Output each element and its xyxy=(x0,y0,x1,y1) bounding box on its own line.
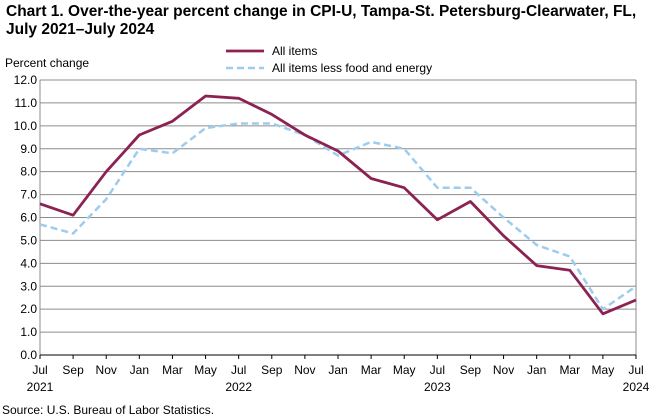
y-tick-label: 5.0 xyxy=(20,233,37,247)
y-tick-label: 11.0 xyxy=(15,96,38,110)
x-tick-label: Jul xyxy=(32,363,47,377)
x-tick-labels: Jul Sep Nov Jan Mar May Jul Sep Nov Jan Mar May Jul S… xyxy=(27,363,650,394)
x-year-label: 2022 xyxy=(225,380,252,394)
y-tick-label: 7.0 xyxy=(20,188,37,202)
y-tick-label: 4.0 xyxy=(20,256,37,270)
x-tick-label: May xyxy=(194,363,217,377)
y-tick-label: 9.0 xyxy=(20,142,37,156)
x-year-label: 2024 xyxy=(623,380,650,394)
x-tick-label: May xyxy=(393,363,416,377)
x-tick-label: Jul xyxy=(430,363,445,377)
y-tick-label: 2.0 xyxy=(20,302,37,316)
x-year-label: 2023 xyxy=(424,380,451,394)
x-tick-label: Jan xyxy=(527,363,546,377)
x-tick-label: Jul xyxy=(628,363,643,377)
y-tick-label: 12.0 xyxy=(14,73,38,87)
y-tick-label: 8.0 xyxy=(20,165,37,179)
x-tick-label: May xyxy=(592,363,615,377)
gridlines xyxy=(40,79,636,333)
x-tick-label: Sep xyxy=(460,363,482,377)
x-tick-label: Mar xyxy=(559,363,580,377)
x-tick-label: Jan xyxy=(328,363,347,377)
x-tick-label: Mar xyxy=(162,363,183,377)
legend-label: All items xyxy=(272,44,317,58)
x-tick-label: Nov xyxy=(96,363,117,377)
series-lines xyxy=(39,94,637,316)
y-tick-label: 3.0 xyxy=(20,279,37,293)
y-tick-label: 0.0 xyxy=(20,348,37,362)
x-tick-label: Jan xyxy=(130,363,149,377)
y-tick-labels: 0.0 1.0 2.0 3.0 4.0 5.0 6.0 7.0 8.0 9.0 10.0 11.0 12… xyxy=(14,73,38,362)
source-note: Source: U.S. Bureau of Labor Statistics. xyxy=(2,403,215,417)
legend-label: All items less food and energy xyxy=(272,61,432,75)
x-tick-label: Sep xyxy=(261,363,283,377)
y-tick-label: 10.0 xyxy=(14,119,38,133)
y-axis-label: Percent change xyxy=(5,56,89,70)
chart-title: Chart 1. Over-the-year percent change in… xyxy=(6,3,637,38)
x-tick-label: Sep xyxy=(62,363,84,377)
series-line-all-items-less-food-and-energy xyxy=(39,122,637,311)
y-tick-label: 1.0 xyxy=(20,325,37,339)
axes xyxy=(39,80,637,359)
x-year-label: 2021 xyxy=(27,380,54,394)
series-line-all-items xyxy=(39,94,637,316)
x-tick-label: Jul xyxy=(231,363,246,377)
x-tick-label: Nov xyxy=(294,363,315,377)
x-tick-label: Mar xyxy=(361,363,382,377)
legend: All items All items less food and energy xyxy=(226,44,432,75)
y-tick-label: 6.0 xyxy=(20,211,37,225)
x-tick-label: Nov xyxy=(493,363,514,377)
